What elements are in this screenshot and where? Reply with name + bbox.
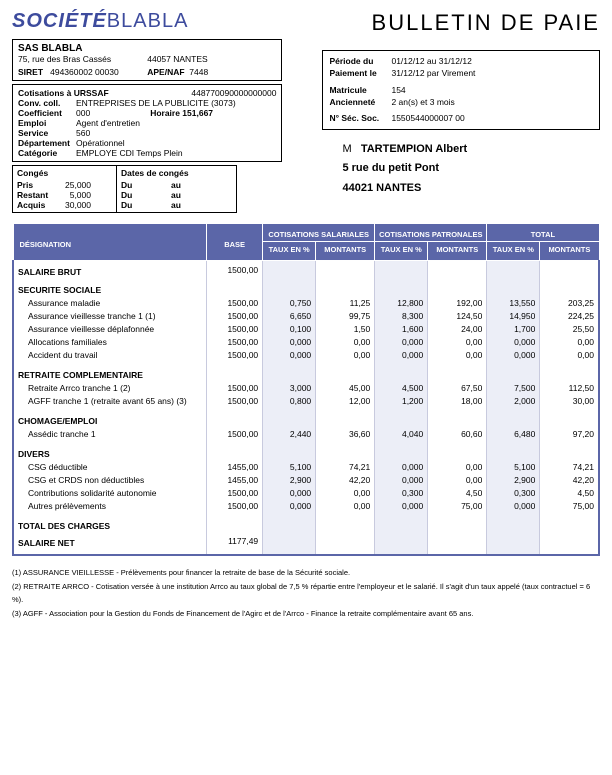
period-value: 01/12/12 au 31/12/12 — [391, 55, 471, 67]
line-label: Autres prélèvements — [13, 499, 207, 515]
dept-value: Opérationnel — [76, 138, 276, 148]
table-row: TOTAL DES CHARGES — [13, 515, 599, 533]
line-label: Allocations familiales — [13, 335, 207, 348]
line-label: Retraite Arrco tranche 1 (2) — [13, 381, 207, 394]
line-label: Accident du travail — [13, 348, 207, 364]
line-label: CSG et CRDS non déductibles — [13, 473, 207, 486]
employee-address: 5 rue du petit Pont — [342, 159, 600, 179]
table-row: CSG déductible1455,005,10074,210,0000,00… — [13, 460, 599, 473]
conges-label: Acquis — [17, 200, 57, 210]
line-label: AGFF tranche 1 (retraite avant 65 ans) (… — [13, 394, 207, 410]
company-name: SAS BLABLA — [18, 43, 276, 54]
table-row: CHOMAGE/EMPLOI — [13, 410, 599, 428]
line-label: Assurance maladie — [13, 296, 207, 309]
line-label: CSG déductible — [13, 460, 207, 473]
conv-value: ENTREPRISES DE LA PUBLICITE (3073) — [76, 98, 276, 108]
table-row: Allocations familiales1500,000,0000,000,… — [13, 335, 599, 348]
employee-city: 44021 NANTES — [342, 179, 600, 199]
table-row: Assurance maladie1500,000,75011,2512,800… — [13, 296, 599, 309]
col-cot-pat: COTISATIONS PATRONALES — [375, 224, 487, 242]
siret-value: 494360002 00030 — [50, 67, 119, 77]
header-region: SOCIÉTÉBLABLA SAS BLABLA 75, rue des Bra… — [12, 10, 600, 213]
table-row: Accident du travail1500,000,0000,000,000… — [13, 348, 599, 364]
conges-label: Restant — [17, 190, 57, 200]
anciennete-value: 2 an(s) et 3 mois — [391, 96, 454, 108]
line-label: RETRAITE COMPLEMENTAIRE — [13, 364, 207, 382]
line-label: SALAIRE BRUT — [13, 261, 207, 279]
col-designation: DÉSIGNATION — [13, 224, 207, 261]
footnote: (2) RETRAITE ARRCO - Cotisation versée à… — [12, 580, 600, 607]
emploi-value: Agent d'entretien — [76, 118, 276, 128]
nsec-value: 1550544000007 00 — [391, 112, 464, 124]
service-value: 560 — [76, 128, 276, 138]
table-row: Autres prélèvements1500,000,0000,000,000… — [13, 499, 599, 515]
line-label: Assédic tranche 1 — [13, 427, 207, 443]
footnote: (3) AGFF - Association pour la Gestion d… — [12, 607, 600, 621]
table-row: SALAIRE NET1177,49 — [13, 532, 599, 555]
footnotes: (1) ASSURANCE VIEILLESSE - Prélèvements … — [12, 566, 600, 620]
line-label: Contributions solidarité autonomie — [13, 486, 207, 499]
table-row: CSG et CRDS non déductibles1455,002,9004… — [13, 473, 599, 486]
table-row: AGFF tranche 1 (retraite avant 65 ans) (… — [13, 394, 599, 410]
document-title: BULLETIN DE PAIE — [282, 10, 600, 36]
table-row: Retraite Arrco tranche 1 (2)1500,003,000… — [13, 381, 599, 394]
conges-value: 25,000 — [57, 180, 97, 190]
table-row: SECURITE SOCIALE — [13, 279, 599, 297]
line-label: Assurance vieillesse déplafonnée — [13, 322, 207, 335]
table-row: Assurance vieillesse déplafonnée1500,000… — [13, 322, 599, 335]
line-label: SECURITE SOCIALE — [13, 279, 207, 297]
line-label: DIVERS — [13, 443, 207, 461]
col-total: TOTAL — [487, 224, 599, 242]
line-label: TOTAL DES CHARGES — [13, 515, 207, 533]
urssaf-value: 448770090000000000 — [191, 88, 276, 98]
table-row: Contributions solidarité autonomie1500,0… — [13, 486, 599, 499]
footnote: (1) ASSURANCE VIEILLESSE - Prélèvements … — [12, 566, 600, 580]
cotisation-box: Cotisations à URSSAF448770090000000000 C… — [12, 84, 282, 162]
table-row: Assédic tranche 11500,002,44036,604,0406… — [13, 427, 599, 443]
apenaf-value: 7448 — [189, 67, 208, 77]
table-row: SALAIRE BRUT1500,00 — [13, 261, 599, 279]
company-info-box: SAS BLABLA 75, rue des Bras Cassés 44057… — [12, 39, 282, 81]
company-logo: SOCIÉTÉBLABLA — [12, 10, 282, 33]
table-row: DIVERS — [13, 443, 599, 461]
paiement-value: 31/12/12 par Virement — [391, 67, 475, 79]
payslip-table: DÉSIGNATION BASE COTISATIONS SALARIALES … — [12, 223, 600, 556]
table-row: Assurance vieillesse tranche 1 (1)1500,0… — [13, 309, 599, 322]
employee-block: M TARTEMPION Albert 5 rue du petit Pont … — [342, 140, 600, 199]
table-row: RETRAITE COMPLEMENTAIRE — [13, 364, 599, 382]
col-cot-sal: COTISATIONS SALARIALES — [263, 224, 375, 242]
company-address: 75, rue des Bras Cassés — [18, 54, 147, 64]
employee-name: TARTEMPION Albert — [361, 143, 467, 155]
company-city: 44057 NANTES — [147, 54, 276, 64]
col-base: BASE — [207, 224, 263, 261]
conges-label: Pris — [17, 180, 57, 190]
coeff-value: 000 — [76, 108, 90, 118]
line-label: SALAIRE NET — [13, 532, 207, 555]
line-label: Assurance vieillesse tranche 1 (1) — [13, 309, 207, 322]
cat-value: EMPLOYE CDI Temps Plein — [76, 148, 276, 158]
conges-value: 5,000 — [57, 190, 97, 200]
conges-boxes: Congés Pris25,000Restant5,000Acquis30,00… — [12, 165, 282, 213]
matricule-value: 154 — [391, 84, 405, 96]
conges-value: 30,000 — [57, 200, 97, 210]
period-box: Période du01/12/12 au 31/12/12 Paiement … — [322, 50, 600, 130]
line-label: CHOMAGE/EMPLOI — [13, 410, 207, 428]
